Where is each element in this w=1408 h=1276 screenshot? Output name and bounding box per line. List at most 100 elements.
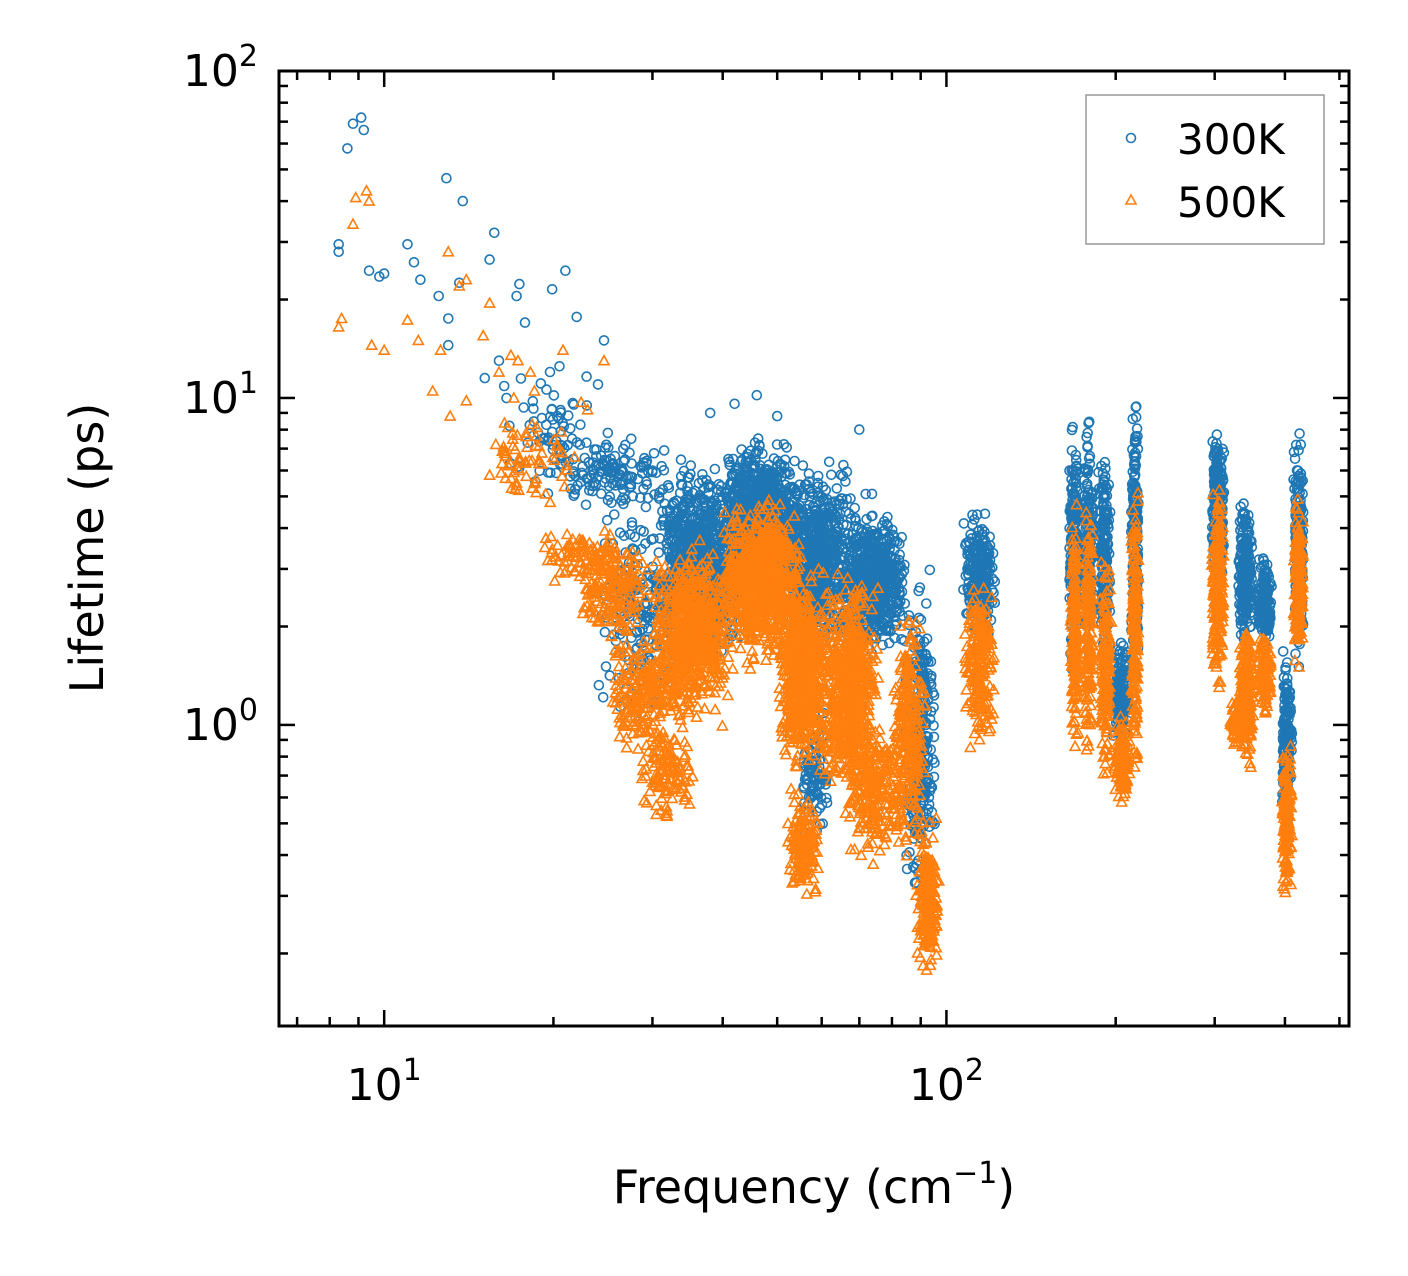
300k-point	[602, 442, 614, 453]
300k-point	[627, 543, 638, 554]
300k-point	[637, 623, 648, 635]
300k-point	[583, 456, 594, 468]
300k-point	[532, 427, 544, 439]
300k-point	[607, 478, 619, 490]
300k-point	[498, 380, 510, 392]
300k-point	[625, 433, 637, 445]
300k-point	[682, 486, 693, 497]
300k-point	[355, 112, 367, 123]
300k-point	[614, 527, 626, 539]
300k-point	[598, 335, 610, 346]
300k-point	[536, 412, 548, 424]
300k-point	[515, 373, 527, 384]
300k-point	[676, 480, 688, 491]
300k-point	[606, 497, 617, 509]
300k-point	[607, 457, 619, 469]
300k-point	[642, 612, 654, 623]
300k-point	[441, 172, 452, 184]
300k-point	[535, 378, 547, 389]
300k-point	[609, 450, 621, 462]
300k-point	[640, 538, 651, 549]
300k-point	[442, 339, 454, 351]
300k-point	[658, 464, 670, 476]
300k-point	[704, 407, 716, 419]
300k-point	[638, 526, 650, 537]
300k-point	[378, 268, 390, 279]
300k-point	[638, 483, 649, 495]
300k-point	[581, 437, 592, 449]
300k-point	[519, 317, 531, 328]
300k-point	[638, 457, 649, 468]
300k-point	[610, 480, 621, 491]
300k-point	[545, 467, 556, 479]
300k-point	[568, 466, 579, 477]
300k-point	[575, 476, 587, 488]
300k-point	[600, 473, 611, 484]
300k-point	[562, 410, 574, 421]
300k-point	[599, 626, 611, 638]
300k-point	[634, 492, 646, 504]
300k-point	[522, 437, 534, 449]
300k-point	[608, 509, 620, 520]
300k-point	[358, 124, 370, 136]
300k-point	[647, 466, 658, 478]
300k-point	[581, 400, 593, 411]
300k-point	[548, 390, 560, 401]
300k-point	[347, 118, 359, 129]
300k-point	[363, 265, 375, 277]
300k-point	[554, 360, 565, 372]
300k-point	[546, 404, 558, 415]
300k-point	[433, 290, 445, 302]
300k-point	[617, 466, 629, 478]
300k-point	[514, 278, 525, 290]
300k-point	[575, 419, 586, 431]
300k-point	[333, 246, 345, 258]
300k-point	[639, 452, 650, 464]
300k-point	[484, 254, 495, 265]
300k-point	[453, 277, 465, 289]
300k-point	[675, 454, 687, 466]
300k-point	[569, 484, 581, 495]
300k-point	[541, 384, 552, 395]
300k-point	[658, 445, 670, 456]
300k-point	[638, 460, 650, 472]
300k-point	[853, 424, 865, 435]
300k-point	[528, 403, 539, 414]
300k-point	[442, 313, 454, 324]
300k-point	[640, 501, 652, 513]
300k-point	[592, 379, 604, 390]
300k-point	[593, 679, 605, 691]
300k-point	[544, 366, 556, 378]
300k-point	[751, 389, 763, 401]
300k-point	[457, 195, 469, 207]
300k-point	[342, 143, 353, 154]
300k-point	[560, 265, 571, 277]
300k-point	[571, 311, 583, 323]
300k-point	[636, 467, 648, 479]
series-layer	[332, 112, 1310, 975]
300k-point	[589, 444, 600, 455]
300k-point	[650, 571, 661, 583]
300k-point	[654, 487, 665, 498]
300k-point	[600, 661, 612, 672]
300k-point	[568, 399, 580, 410]
300k-point	[587, 457, 599, 468]
300k-point	[504, 420, 515, 432]
300k-point	[648, 447, 660, 459]
300k-point	[488, 227, 500, 239]
300k-point	[547, 414, 559, 425]
300k-point	[402, 239, 413, 250]
300k-point	[493, 355, 505, 367]
300k-point	[624, 529, 636, 540]
300k-point	[618, 498, 629, 510]
300k-point	[595, 488, 607, 500]
300k-point	[534, 465, 546, 477]
300k-point	[408, 256, 420, 268]
300k-point	[771, 410, 783, 422]
300k-point	[562, 439, 573, 451]
300k-point	[597, 691, 609, 703]
300k-point	[415, 274, 426, 286]
300k-point	[580, 499, 592, 511]
300k-point	[568, 490, 580, 502]
